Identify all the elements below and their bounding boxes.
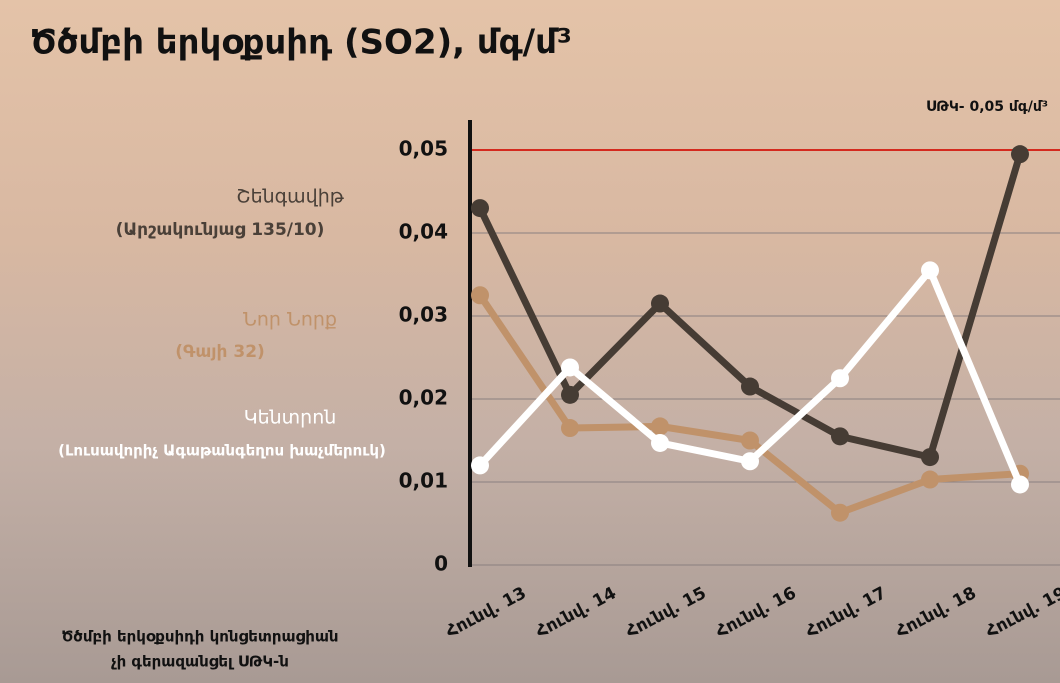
x-tick-label: Հունվ. 14: [533, 583, 620, 642]
legend-label: Շենգավիթ: [236, 186, 345, 208]
point: [651, 294, 669, 313]
point: [651, 417, 669, 436]
x-tick-label: Հունվ. 15: [623, 583, 710, 642]
y-tick-label: 0: [434, 552, 448, 576]
point: [831, 427, 849, 446]
x-tick-label: Հունվ. 13: [443, 583, 530, 642]
point: [471, 286, 489, 305]
point: [831, 503, 849, 522]
footnote: չի գերազանցել ՍԹԿ-ն: [111, 653, 289, 671]
point: [561, 385, 579, 404]
point: [1011, 145, 1029, 164]
point: [921, 448, 939, 467]
legend-note: (Արշակունյաց 135/10): [116, 220, 325, 240]
legend-note: (Գայի 32): [175, 342, 265, 362]
point: [831, 369, 849, 388]
point: [471, 199, 489, 218]
point: [921, 470, 939, 489]
series-line: [477, 293, 1021, 517]
point: [1011, 475, 1029, 494]
y-tick-label: 0,01: [399, 469, 448, 493]
y-tick-label: 0,04: [399, 220, 448, 244]
point: [471, 456, 489, 475]
point: [741, 452, 759, 471]
point: [921, 261, 939, 280]
x-tick-label: Հունվ. 17: [803, 583, 890, 642]
legend-label: Նոր Նորք: [243, 309, 337, 331]
point: [561, 358, 579, 377]
point: [651, 433, 669, 452]
point: [741, 431, 759, 450]
point: [561, 419, 579, 438]
legend-label: Կենտրոն: [244, 407, 337, 429]
reference-label: ՍԹԿ- 0,05 մգ/մ³: [926, 99, 1048, 115]
x-tick-label: Հունվ. 19: [983, 583, 1060, 642]
y-tick-label: 0,05: [399, 137, 448, 161]
x-tick-label: Հունվ. 16: [713, 583, 800, 642]
point: [741, 377, 759, 396]
chart-title: Ծծմբի երկօքսիդ (SO2), մգ/մ³: [30, 23, 572, 63]
footnote: Ծծմբի երկօքսիդի կոնցետրացիան: [61, 628, 338, 646]
y-tick-label: 0,02: [399, 386, 448, 410]
y-tick-label: 0,03: [399, 303, 448, 327]
legend-note: (Լուսավորիչ Ագաթանգեղոս խաչմերուկ): [58, 442, 386, 460]
x-tick-label: Հունվ. 18: [893, 583, 980, 642]
